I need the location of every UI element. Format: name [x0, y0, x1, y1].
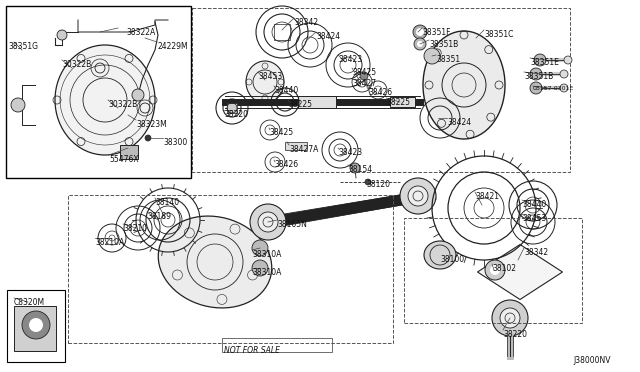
- Text: 38351B: 38351B: [429, 40, 458, 49]
- Ellipse shape: [158, 216, 272, 308]
- Text: 38165N: 38165N: [277, 220, 307, 229]
- Circle shape: [413, 25, 427, 39]
- Text: 38440: 38440: [522, 200, 547, 209]
- Text: 38421: 38421: [475, 192, 499, 201]
- Text: 38427A: 38427A: [289, 145, 318, 154]
- Text: 38225: 38225: [386, 98, 410, 107]
- Bar: [222, 338, 332, 352]
- Text: 38351B: 38351B: [524, 72, 553, 81]
- Circle shape: [350, 163, 360, 173]
- Text: 38342: 38342: [524, 248, 548, 257]
- Text: 38120: 38120: [366, 180, 390, 189]
- Ellipse shape: [55, 45, 155, 155]
- Circle shape: [416, 28, 424, 36]
- Circle shape: [417, 41, 423, 47]
- Circle shape: [414, 38, 426, 50]
- Circle shape: [490, 265, 500, 275]
- Circle shape: [424, 48, 440, 64]
- Circle shape: [145, 135, 151, 141]
- Text: 38453: 38453: [258, 72, 282, 81]
- Circle shape: [57, 30, 67, 40]
- Circle shape: [11, 98, 25, 112]
- Text: 38225: 38225: [288, 100, 312, 109]
- Text: 38102: 38102: [492, 264, 516, 273]
- Circle shape: [22, 311, 50, 339]
- Circle shape: [252, 260, 268, 276]
- Circle shape: [534, 54, 546, 66]
- Circle shape: [252, 240, 268, 256]
- Bar: [404, 218, 582, 323]
- Text: 38342: 38342: [294, 18, 318, 27]
- Bar: [14, 306, 56, 351]
- Text: 38426: 38426: [368, 88, 392, 97]
- Text: 38351C: 38351C: [484, 30, 513, 39]
- Text: 38423: 38423: [338, 55, 362, 64]
- Ellipse shape: [424, 241, 456, 269]
- Circle shape: [258, 212, 278, 232]
- Text: 38100: 38100: [440, 255, 464, 264]
- Text: 38154: 38154: [348, 165, 372, 174]
- Circle shape: [29, 318, 43, 332]
- Text: NOT FOR SALE: NOT FOR SALE: [224, 346, 280, 355]
- Bar: [68, 195, 393, 343]
- Text: 38189: 38189: [147, 212, 171, 221]
- Circle shape: [365, 179, 371, 185]
- Circle shape: [400, 178, 436, 214]
- Text: 38423: 38423: [338, 148, 362, 157]
- Text: 38351E: 38351E: [530, 58, 559, 67]
- Bar: [120, 145, 138, 159]
- Bar: [227, 103, 237, 113]
- Text: 38220: 38220: [224, 110, 248, 119]
- Text: 38300: 38300: [163, 138, 188, 147]
- Text: 38310A: 38310A: [252, 268, 282, 277]
- Text: 30322B: 30322B: [108, 100, 137, 109]
- Text: 38425: 38425: [269, 128, 293, 137]
- Bar: [7, 290, 65, 362]
- Text: 24229M: 24229M: [157, 42, 188, 51]
- Ellipse shape: [423, 31, 505, 139]
- Bar: [298, 96, 336, 108]
- Circle shape: [560, 70, 568, 78]
- Text: 38425: 38425: [352, 68, 376, 77]
- Bar: [6, 6, 191, 178]
- Text: J38000NV: J38000NV: [573, 356, 611, 365]
- Bar: [274, 24, 290, 40]
- Text: 38427: 38427: [352, 79, 376, 88]
- Circle shape: [485, 260, 505, 280]
- Circle shape: [560, 84, 568, 92]
- Polygon shape: [477, 244, 563, 299]
- Text: 38424: 38424: [447, 118, 471, 127]
- Text: 38440: 38440: [274, 86, 298, 95]
- Circle shape: [250, 204, 286, 240]
- Text: 38322A: 38322A: [126, 28, 156, 37]
- Text: 30322B: 30322B: [62, 60, 92, 69]
- Text: 38210: 38210: [123, 224, 147, 233]
- Circle shape: [530, 68, 542, 80]
- Text: 38140: 38140: [155, 198, 179, 207]
- Text: 38310A: 38310A: [252, 250, 282, 259]
- Text: 38426: 38426: [274, 160, 298, 169]
- Text: 38424: 38424: [316, 32, 340, 41]
- Text: 38351F: 38351F: [422, 28, 451, 37]
- Circle shape: [132, 89, 144, 101]
- Text: 38220: 38220: [503, 330, 527, 339]
- Bar: [285, 142, 307, 150]
- Text: 38351: 38351: [436, 55, 460, 64]
- Bar: [390, 97, 415, 107]
- Circle shape: [564, 56, 572, 64]
- Text: 38323M: 38323M: [136, 120, 167, 129]
- Circle shape: [530, 82, 542, 94]
- Text: 08157-0301E: 08157-0301E: [533, 86, 574, 91]
- Circle shape: [500, 308, 520, 328]
- Text: 38351G: 38351G: [8, 42, 38, 51]
- Circle shape: [408, 186, 428, 206]
- Text: 38210A: 38210A: [95, 238, 124, 247]
- Circle shape: [492, 300, 528, 336]
- Text: C8320M: C8320M: [14, 298, 45, 307]
- Text: 38453: 38453: [522, 214, 547, 223]
- Circle shape: [360, 72, 368, 80]
- Ellipse shape: [246, 61, 284, 103]
- Text: 55476X: 55476X: [109, 155, 139, 164]
